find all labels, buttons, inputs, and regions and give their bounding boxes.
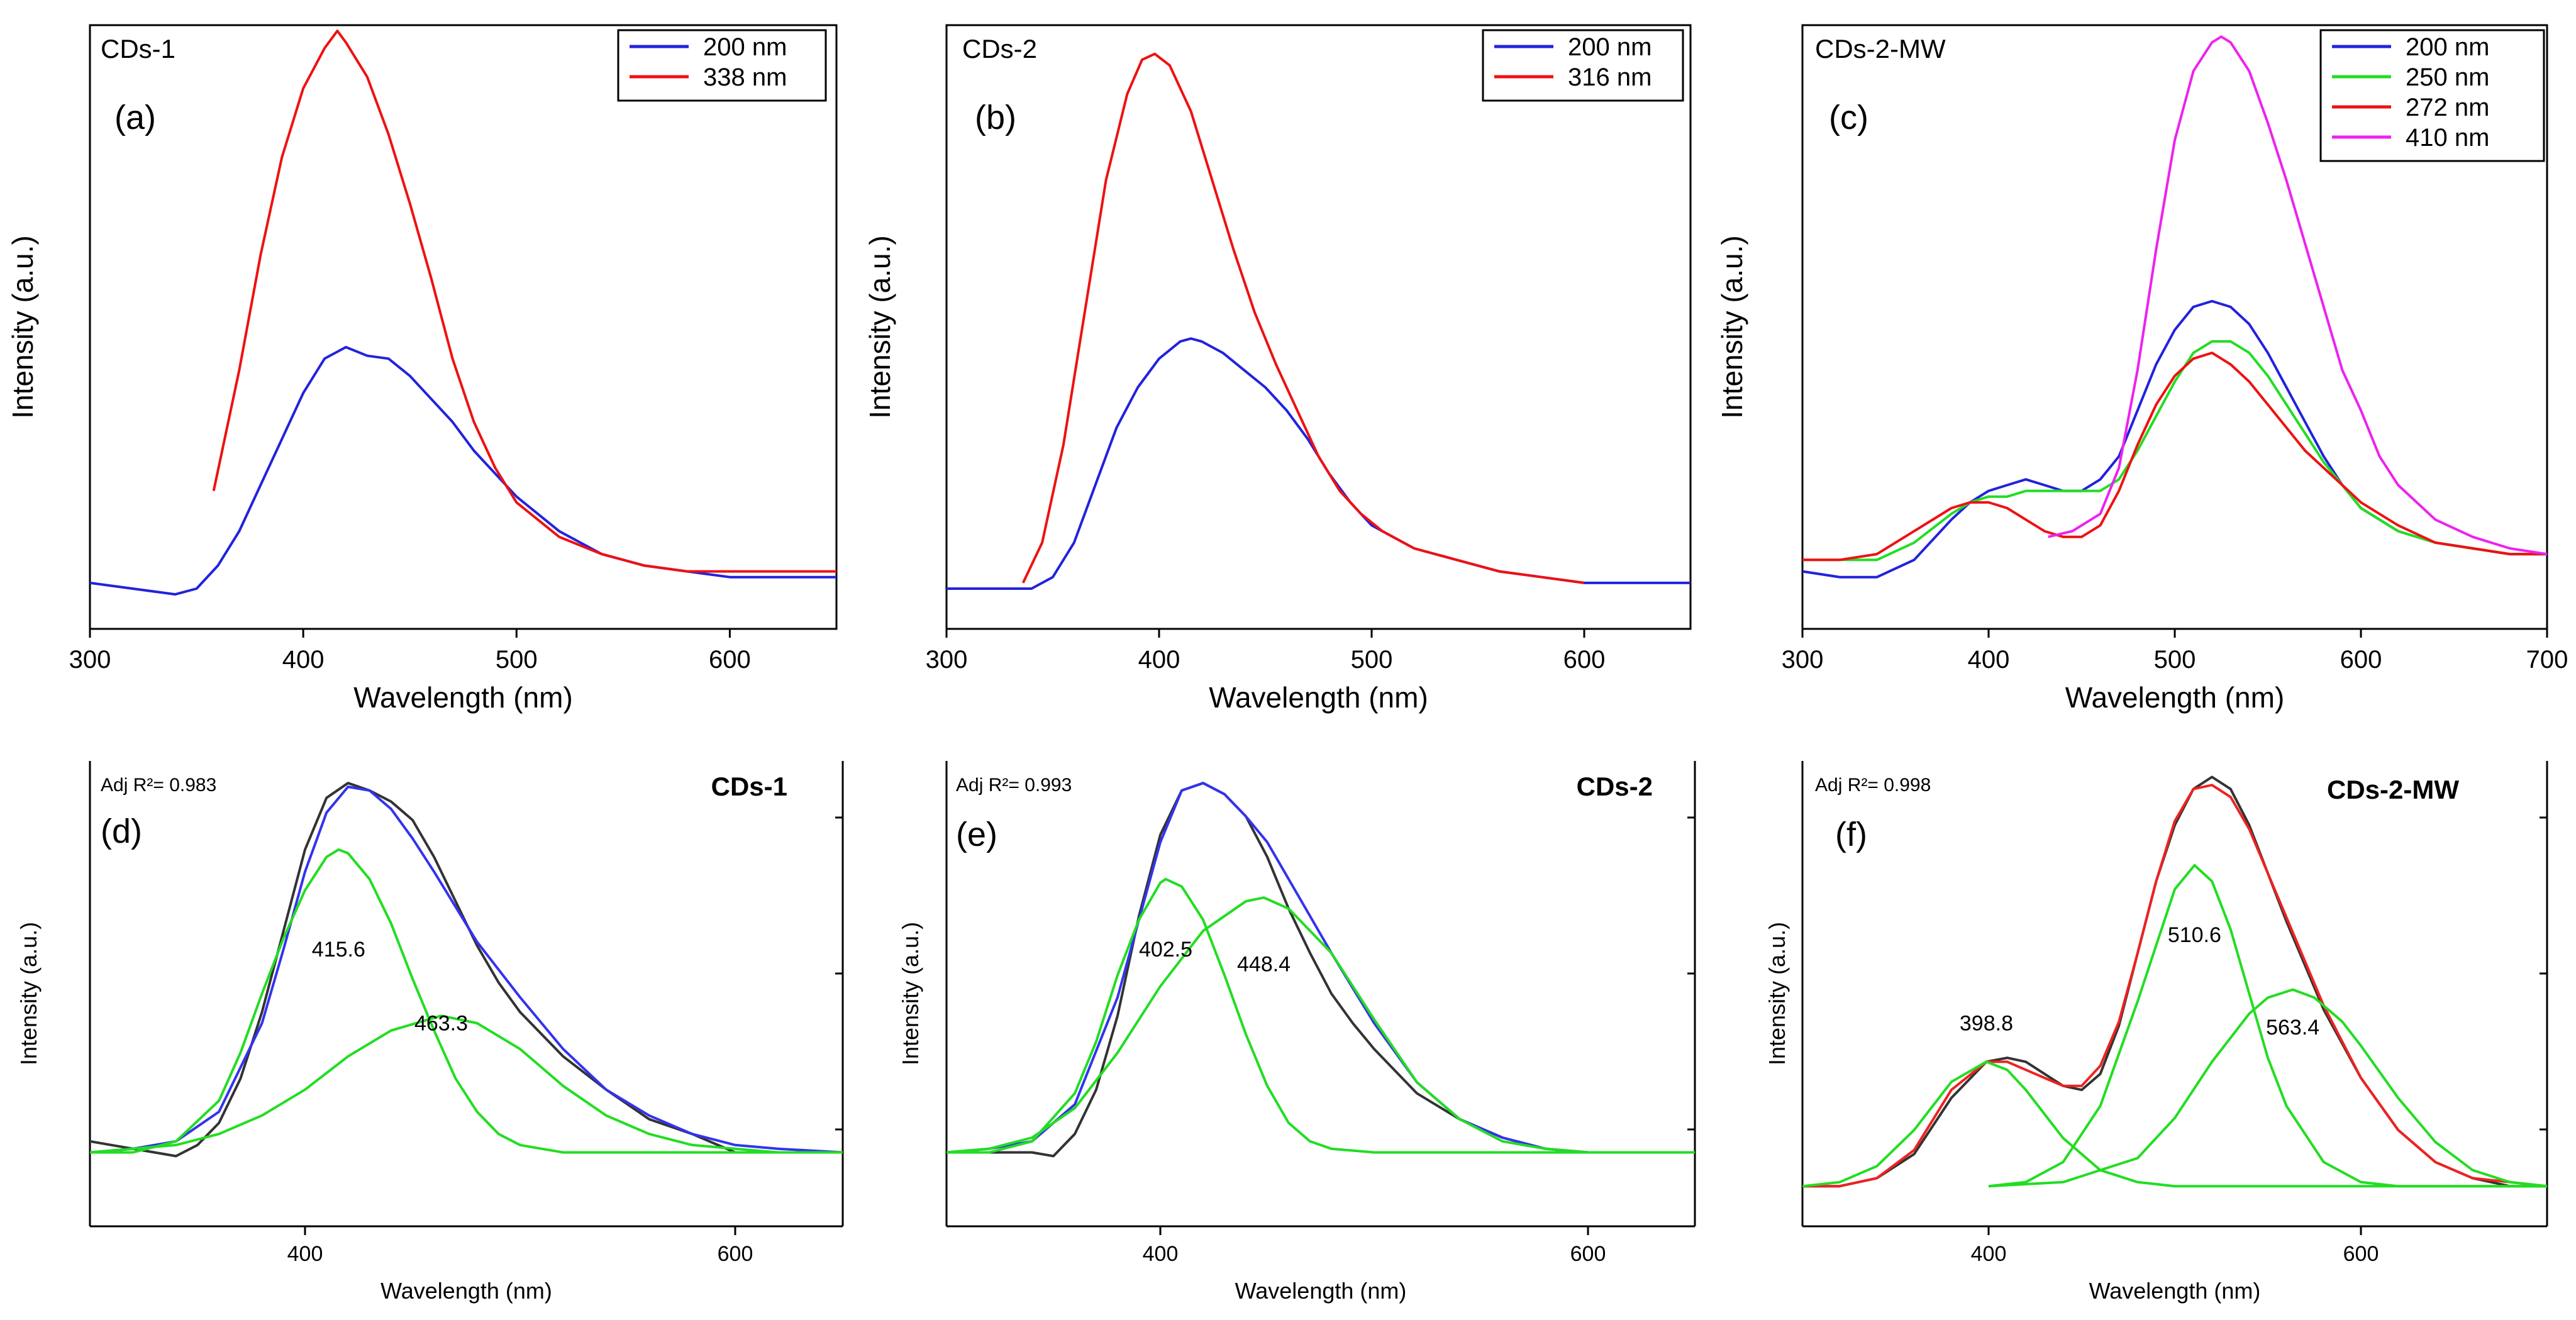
panel-letter: (a) xyxy=(114,99,156,136)
series-line-peak-463-3 xyxy=(90,1014,843,1154)
legend-entry: 272 nm xyxy=(2406,94,2489,121)
peak-label: 415.6 xyxy=(312,938,365,962)
y-axis-label: Intensity (a.u.) xyxy=(16,922,42,1065)
x-axis-label: Wavelength (nm) xyxy=(1209,681,1428,714)
series-line-cumulative-fit xyxy=(1802,784,2547,1188)
chart-panel-d: 400 600 Wavelength (nm) Intensity (a.u.) (d)… xyxy=(16,761,844,1304)
panel-title: CDs-1 xyxy=(101,34,175,64)
peak-label: 448.4 xyxy=(1237,952,1291,976)
x-tick-label: 600 xyxy=(2340,646,2382,674)
series-line-272-nm xyxy=(1802,352,2547,562)
legend-entry: 338 nm xyxy=(703,64,787,91)
fit-label: Adj R²= 0.983 xyxy=(101,775,216,796)
x-tick-label: 300 xyxy=(926,646,968,674)
x-axis-label: Wavelength (nm) xyxy=(353,681,573,714)
chart-panel-b: 300 400 500 600 Wavelength (nm) Intensity (a.… xyxy=(863,24,1692,714)
x-tick-label: 400 xyxy=(1138,646,1180,674)
series-line-200-nm xyxy=(1802,299,2547,579)
x-tick-label: 400 xyxy=(1968,646,2010,674)
y-axis-label: Intensity (a.u.) xyxy=(1716,235,1748,418)
peak-label: 510.6 xyxy=(2168,923,2221,947)
series-line-peak-448-4 xyxy=(947,896,1695,1154)
x-tick-label: 500 xyxy=(1351,646,1393,674)
legend-entry: 410 nm xyxy=(2406,124,2489,152)
series-line-experimental xyxy=(947,782,1695,1158)
x-tick-label: 600 xyxy=(2343,1242,2379,1266)
x-axis-label: Wavelength (nm) xyxy=(380,1278,552,1304)
plot-frame xyxy=(89,24,838,630)
series-line-cumulative-fit xyxy=(90,785,843,1154)
series-line-200-nm xyxy=(90,346,836,596)
x-tick-label: 600 xyxy=(1563,646,1606,674)
y-axis-label: Intensity (a.u.) xyxy=(6,235,39,418)
series-line-peak-398-8 xyxy=(1802,1060,2547,1188)
series-line-410-nm xyxy=(2048,35,2547,556)
panel-title: CDs-2 xyxy=(1577,772,1653,801)
series-line-peak-510-6 xyxy=(1988,863,2547,1188)
legend-box xyxy=(617,29,827,102)
legend-entry: 200 nm xyxy=(1568,33,1652,61)
x-tick-label: 400 xyxy=(1143,1242,1179,1266)
panel-title: CDs-2-MW xyxy=(2327,775,2459,804)
legend-box xyxy=(1482,29,1684,102)
legend-entry: 200 nm xyxy=(2406,33,2489,61)
x-tick-label: 300 xyxy=(69,646,111,674)
series-line-cumulative-fit xyxy=(947,782,1695,1154)
series-line-316-nm xyxy=(1021,52,1585,584)
chart-panel-a: 300 400 500 600 Wavelength (nm) Intensity (a.… xyxy=(6,24,838,714)
panel-letter: (c) xyxy=(1829,99,1868,136)
series-line-peak-563-4 xyxy=(1988,988,2547,1188)
x-tick-label: 600 xyxy=(709,646,751,674)
fit-label: Adj R²= 0.993 xyxy=(956,775,1072,796)
panel-title: CDs-1 xyxy=(711,772,787,801)
peak-label: 398.8 xyxy=(1960,1012,2013,1036)
panel-letter: (e) xyxy=(956,816,997,853)
chart-panel-c: 300 400 500 600 700 Wavelength (nm) Intensity … xyxy=(1716,24,2568,714)
x-tick-label: 600 xyxy=(1570,1242,1606,1266)
panel-title: CDs-2 xyxy=(962,34,1037,64)
panel-letter: (b) xyxy=(975,99,1016,136)
peak-label: 463.3 xyxy=(414,1011,468,1035)
x-tick-label: 500 xyxy=(2154,646,2196,674)
x-axis-label: Wavelength (nm) xyxy=(1235,1278,1407,1304)
series-line-experimental xyxy=(90,782,843,1158)
fit-label: Adj R²= 0.998 xyxy=(1815,775,1931,796)
y-axis-label: Intensity (a.u.) xyxy=(1764,922,1790,1065)
x-tick-label: 400 xyxy=(1971,1242,2007,1266)
chart-panel-e: 400 600 Wavelength (nm) Intensity (a.u.) (e)… xyxy=(897,761,1696,1304)
panel-letter: (f) xyxy=(1835,816,1867,853)
chart-panel-f: 400 600 Wavelength (nm) Intensity (a.u.) (f)… xyxy=(1764,761,2548,1304)
x-tick-label: 600 xyxy=(718,1242,753,1266)
panel-letter: (d) xyxy=(101,813,142,850)
series-line-338-nm xyxy=(212,30,836,573)
peak-label: 563.4 xyxy=(2266,1016,2319,1040)
legend-box xyxy=(2319,29,2545,162)
x-tick-label: 400 xyxy=(287,1242,323,1266)
series-line-peak-402-5 xyxy=(947,877,1695,1154)
x-axis-label: Wavelength (nm) xyxy=(2089,1278,2261,1304)
plot-frame xyxy=(945,24,1692,630)
y-axis-label: Intensity (a.u.) xyxy=(897,922,923,1065)
x-tick-label: 700 xyxy=(2526,646,2568,674)
panel-title: CDs-2-MW xyxy=(1815,34,1946,64)
x-tick-label: 500 xyxy=(496,646,538,674)
x-axis-label: Wavelength (nm) xyxy=(2065,681,2285,714)
series-line-peak-415-6 xyxy=(90,848,843,1154)
legend-entry: 200 nm xyxy=(703,33,787,61)
peak-label: 402.5 xyxy=(1139,938,1192,962)
y-axis-label: Intensity (a.u.) xyxy=(863,235,896,418)
series-line-experimental xyxy=(1802,775,2547,1188)
legend-entry: 316 nm xyxy=(1568,64,1652,91)
legend-entry: 250 nm xyxy=(2406,64,2489,91)
x-tick-label: 300 xyxy=(1782,646,1824,674)
x-tick-label: 400 xyxy=(282,646,325,674)
